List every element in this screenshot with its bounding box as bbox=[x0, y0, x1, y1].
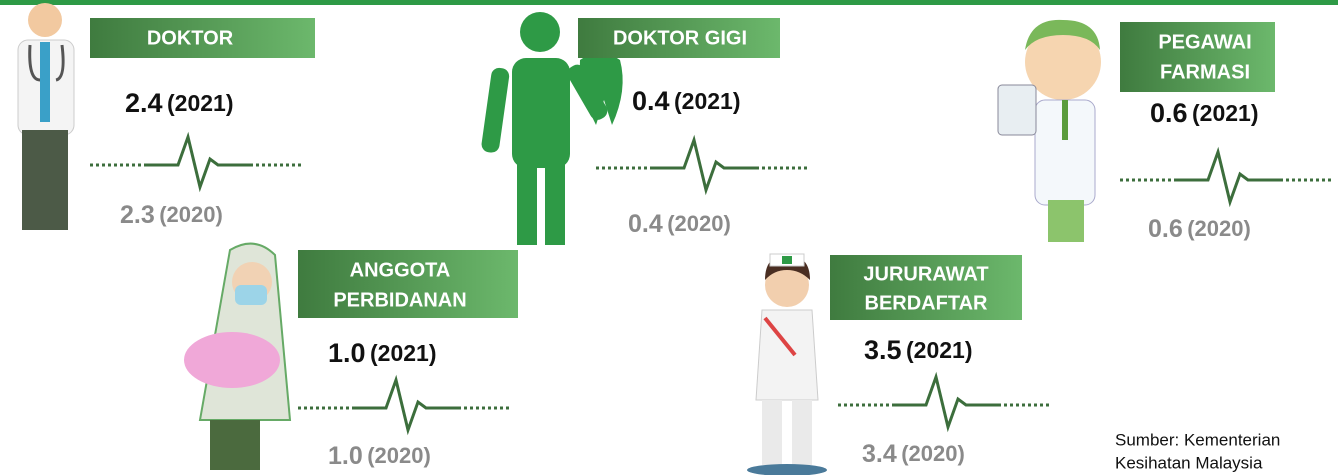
value-2020: 2.3 (2020) bbox=[120, 201, 223, 229]
value-2021: 1.0 (2021) bbox=[328, 338, 436, 368]
label-banner bbox=[90, 18, 315, 58]
label-banner bbox=[298, 250, 518, 318]
value-2021: 2.4 (2021) bbox=[125, 88, 233, 118]
ecg-line bbox=[836, 375, 1052, 429]
source: Sumber: Kementerian bbox=[1115, 430, 1280, 449]
value-2020: 3.4 (2020) bbox=[862, 440, 965, 468]
top-bar bbox=[0, 0, 1338, 5]
card-label: DOKTOR bbox=[147, 27, 234, 49]
ecg-line bbox=[88, 135, 304, 189]
card-label: PEGAWAI bbox=[1158, 31, 1251, 53]
card-label: BERDAFTAR bbox=[865, 292, 989, 314]
value-2020: 1.0 (2020) bbox=[328, 442, 431, 470]
card-label: JURURAWAT bbox=[863, 263, 988, 285]
dentist-figure bbox=[481, 12, 623, 245]
label-banner bbox=[830, 255, 1022, 320]
ecg-line bbox=[1118, 150, 1334, 204]
card-label: ANGGOTA bbox=[350, 259, 451, 281]
doctor-figure bbox=[17, 3, 75, 230]
ecg-line bbox=[594, 138, 810, 192]
value-2020: 0.4 (2020) bbox=[628, 210, 731, 238]
value-2021: 0.4 (2021) bbox=[632, 86, 740, 116]
midwife-figure bbox=[184, 242, 292, 470]
value-2021: 3.5 (2021) bbox=[864, 335, 972, 365]
label-banner bbox=[1120, 22, 1275, 92]
value-2021: 0.6 (2021) bbox=[1150, 98, 1258, 128]
value-2020: 0.6 (2020) bbox=[1148, 215, 1251, 243]
label-banner bbox=[578, 18, 780, 58]
ecg-line bbox=[296, 378, 512, 432]
card-label: DOKTOR GIGI bbox=[613, 27, 747, 49]
card-label: PERBIDANAN bbox=[333, 289, 466, 311]
source: Kesihatan Malaysia bbox=[1115, 453, 1263, 472]
nurse-figure bbox=[747, 253, 827, 475]
pharmacist-figure bbox=[997, 19, 1101, 242]
card-label: FARMASI bbox=[1160, 61, 1250, 83]
